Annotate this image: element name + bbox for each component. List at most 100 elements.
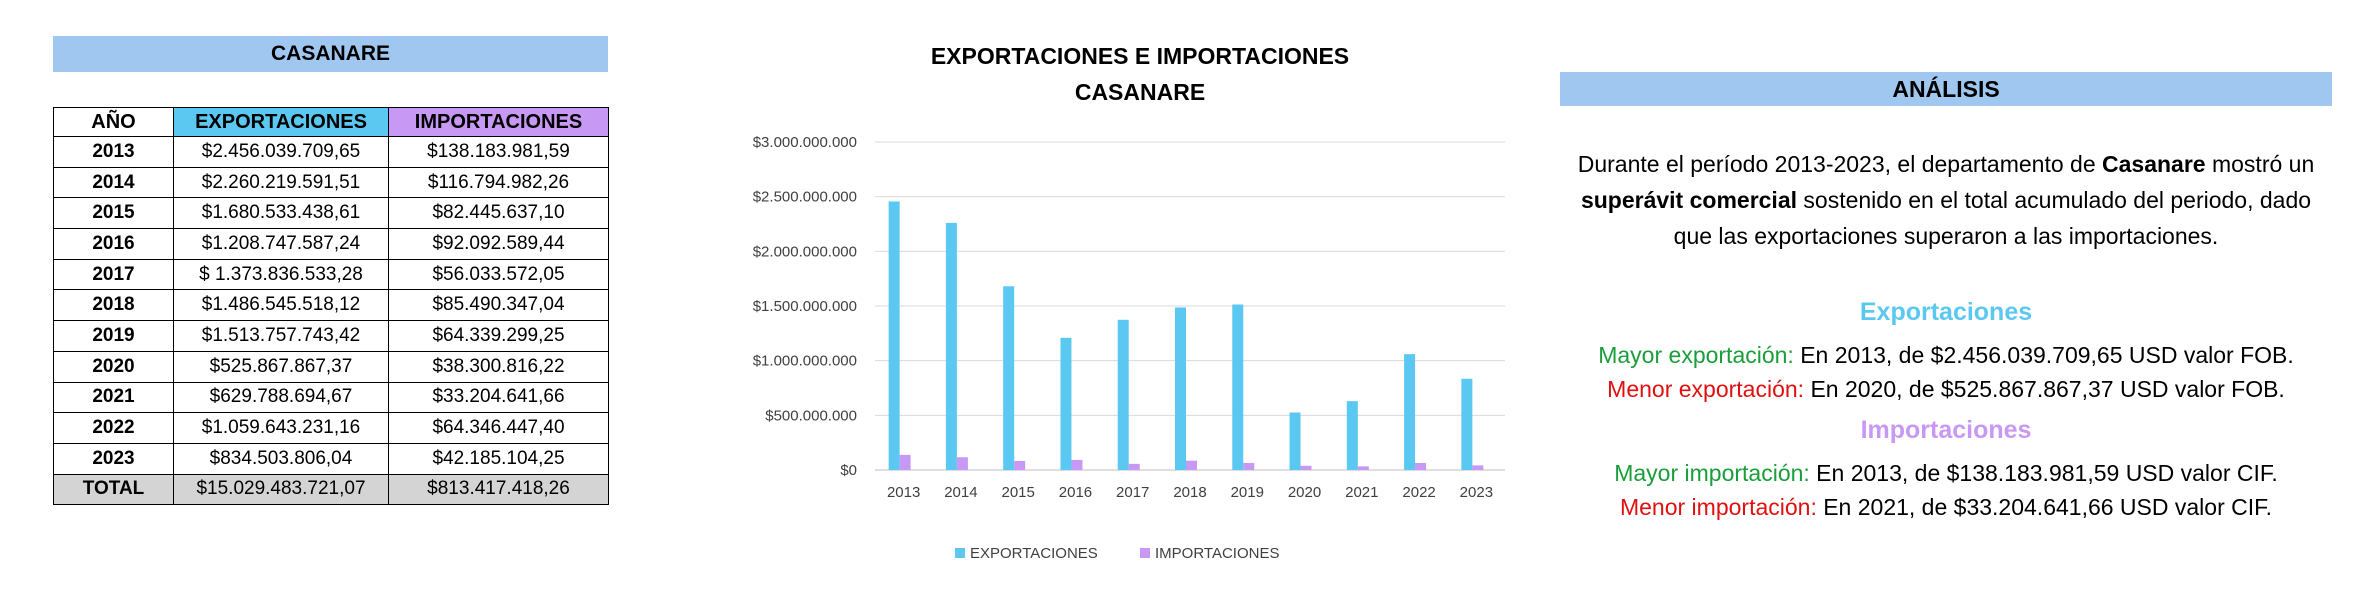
max-import-line: Mayor importación: En 2013, de $138.183.… <box>1560 460 2332 487</box>
bar-imports <box>1071 459 1083 470</box>
bar-exports <box>1117 319 1129 470</box>
cell-year: 2018 <box>53 289 174 322</box>
cell-imports: $33.204.641,66 <box>388 381 609 414</box>
bar-imports <box>1415 462 1427 470</box>
cell-exports: $2.456.039.709,65 <box>173 136 389 168</box>
cell-year: 2019 <box>53 320 174 352</box>
bar-imports <box>1300 465 1312 470</box>
para-text-1: Durante el período 2013-2023, el departa… <box>1577 151 2103 177</box>
table-row: 2014 $2.260.219.591,51 $116.794.982,26 <box>53 166 609 199</box>
cell-year: 2023 <box>53 442 174 475</box>
table-row: 2019 $1.513.757.743,42 $64.339.299,25 <box>53 320 609 352</box>
x-tick-label: 2019 <box>1231 484 1264 501</box>
table-row: 2015 $1.680.533.438,61 $82.445.637,10 <box>53 197 609 230</box>
cell-year: 2020 <box>53 350 174 383</box>
cell-imports: $92.092.589,44 <box>388 228 609 260</box>
bar-exports <box>1404 354 1416 470</box>
max-import-text: En 2013, de $138.183.981,59 USD valor CI… <box>1809 460 2278 486</box>
x-tick-label: 2014 <box>944 484 977 501</box>
bar-exports <box>1175 307 1186 470</box>
para-text-3: sostenido en el total acumulado del peri… <box>1673 187 2312 249</box>
cell-imports: $85.490.347,04 <box>388 289 609 322</box>
cell-imports: $116.794.982,26 <box>388 166 609 199</box>
chart-title-main: EXPORTACIONES E IMPORTACIONES <box>930 43 1350 69</box>
table-row: 2016 $1.208.747.587,24 $92.092.589,44 <box>53 228 609 260</box>
max-export-label: Mayor exportación: <box>1598 342 1794 368</box>
cell-year: 2022 <box>53 412 174 444</box>
x-tick-label: 2021 <box>1345 484 1378 501</box>
legend-item: EXPORTACIONES <box>955 545 1098 562</box>
para-bold-department: Casanare <box>2102 151 2206 177</box>
cell-total-imports: $813.417.418,26 <box>388 473 609 506</box>
cell-exports: $834.503.806,04 <box>173 442 389 475</box>
x-tick-label: 2018 <box>1173 484 1206 501</box>
y-tick-label: $2.000.000.000 <box>753 243 857 260</box>
min-export-label: Menor exportación: <box>1607 376 1805 402</box>
cell-exports: $2.260.219.591,51 <box>173 166 389 199</box>
table-row: 2021 $629.788.694,67 $33.204.641,66 <box>53 381 609 414</box>
bar-imports <box>956 457 968 470</box>
cell-exports: $1.208.747.587,24 <box>173 228 389 260</box>
cell-year: 2013 <box>53 136 174 168</box>
header-year: AÑO <box>53 107 174 137</box>
cell-imports: $38.300.816,22 <box>388 350 609 383</box>
bar-exports <box>1289 412 1301 470</box>
legend-swatch <box>1140 548 1150 558</box>
table-title: CASANARE <box>53 36 608 72</box>
x-tick-label: 2015 <box>1001 484 1034 501</box>
cell-imports: $138.183.981,59 <box>388 136 609 168</box>
table-row: 2023 $834.503.806,04 $42.185.104,25 <box>53 442 609 475</box>
y-tick-label: $1.000.000.000 <box>753 353 857 370</box>
bar-exports <box>1232 304 1244 470</box>
cell-exports: $1.486.545.518,12 <box>173 289 389 322</box>
bar-exports <box>1003 286 1015 470</box>
table-header-row: AÑO EXPORTACIONES IMPORTACIONES <box>53 107 609 137</box>
bar-exports <box>1060 337 1072 470</box>
cell-year: 2017 <box>53 258 174 291</box>
bar-imports <box>1472 465 1484 470</box>
table-row: 2017 $ 1.373.836.533,28 $56.033.572,05 <box>53 258 609 291</box>
header-imports: IMPORTACIONES <box>388 107 609 137</box>
cell-imports: $64.339.299,25 <box>388 320 609 352</box>
exports-subtitle: Exportaciones <box>1859 298 2033 326</box>
y-tick-label: $2.500.000.000 <box>753 189 857 206</box>
table-row: 2022 $1.059.643.231,16 $64.346.447,40 <box>53 412 609 444</box>
cell-exports: $1.513.757.743,42 <box>173 320 389 352</box>
bar-imports <box>1014 460 1026 470</box>
analysis-paragraph: Durante el período 2013-2023, el departa… <box>1560 146 2332 254</box>
cell-year: 2014 <box>53 166 174 199</box>
y-tick-label: $500.000.000 <box>765 407 857 424</box>
cell-imports: $64.346.447,40 <box>388 412 609 444</box>
min-import-label: Menor importación: <box>1619 494 1817 520</box>
cell-exports: $629.788.694,67 <box>173 381 389 414</box>
table-total-row: TOTAL $15.029.483.721,07 $813.417.418,26 <box>53 473 609 506</box>
cell-exports: $ 1.373.836.533,28 <box>173 258 389 291</box>
bar-exports <box>1461 378 1473 470</box>
cell-total-exports: $15.029.483.721,07 <box>173 473 389 506</box>
x-tick-label: 2022 <box>1402 484 1435 501</box>
cell-year: 2021 <box>53 381 174 414</box>
table-row: 2020 $525.867.867,37 $38.300.816,22 <box>53 350 609 383</box>
cell-imports: $42.185.104,25 <box>388 442 609 475</box>
cell-imports: $56.033.572,05 <box>388 258 609 291</box>
bar-imports <box>1186 460 1197 470</box>
bar-imports <box>1128 463 1140 470</box>
legend-swatch <box>955 548 965 558</box>
min-import-text: En 2021, de $33.204.641,66 USD valor CIF… <box>1816 494 2273 520</box>
max-export-text: En 2013, de $2.456.039.709,65 USD valor … <box>1793 342 2294 368</box>
analysis-title: ANÁLISIS <box>1560 72 2332 106</box>
x-tick-label: 2020 <box>1288 484 1321 501</box>
bar-imports <box>1243 462 1255 470</box>
cell-total-label: TOTAL <box>53 473 174 506</box>
chart-title: EXPORTACIONES E IMPORTACIONES CASANARE <box>740 38 1540 110</box>
cell-exports: $1.059.643.231,16 <box>173 412 389 444</box>
cell-year: 2015 <box>53 197 174 230</box>
bar-exports <box>1346 401 1358 470</box>
imports-subtitle: Importaciones <box>1860 416 2032 444</box>
y-tick-label: $1.500.000.000 <box>753 298 857 315</box>
para-text-2: mostró un <box>2205 151 2315 177</box>
legend-label: IMPORTACIONES <box>1155 545 1279 562</box>
y-tick-label: $3.000.000.000 <box>753 134 857 151</box>
trade-table: AÑO EXPORTACIONES IMPORTACIONES 2013 $2.4… <box>53 107 609 506</box>
cell-exports: $525.867.867,37 <box>173 350 389 383</box>
